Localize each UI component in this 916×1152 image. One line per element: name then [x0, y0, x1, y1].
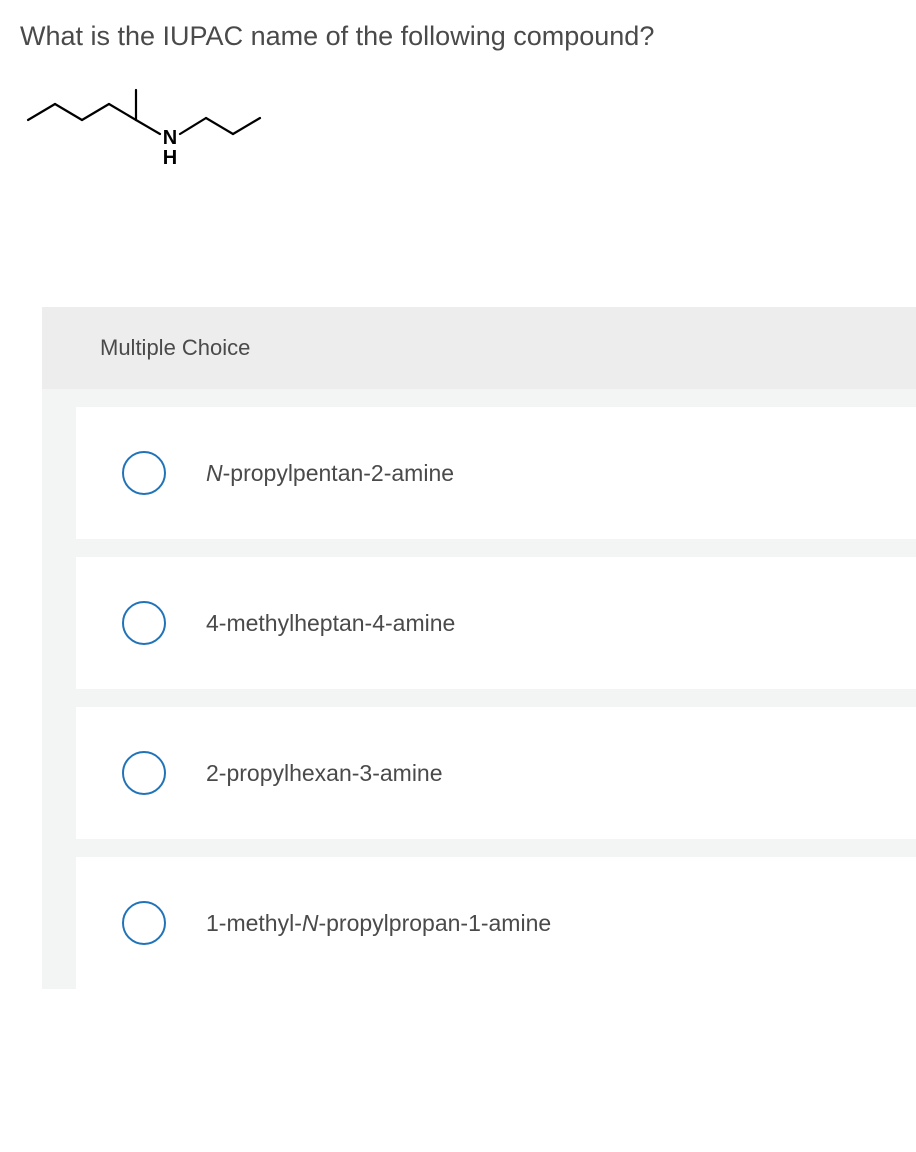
radio-button[interactable] [122, 901, 166, 945]
question-text: What is the IUPAC name of the following … [20, 18, 896, 54]
option-row[interactable]: 1-methyl-N-propylpropan-1-amine [76, 857, 916, 989]
option-row[interactable]: 2-propylhexan-3-amine [76, 707, 916, 839]
option-row[interactable]: N-propylpentan-2-amine [76, 407, 916, 539]
answer-section: Multiple Choice N-propylpentan-2-amine 4… [42, 307, 916, 989]
option-label: 2-propylhexan-3-amine [206, 760, 443, 787]
option-row[interactable]: 4-methylheptan-4-amine [76, 557, 916, 689]
n-atom-label: N [163, 127, 177, 149]
radio-button[interactable] [122, 601, 166, 645]
option-label: 1-methyl-N-propylpropan-1-amine [206, 910, 551, 937]
option-label: N-propylpentan-2-amine [206, 460, 454, 487]
option-label: 4-methylheptan-4-amine [206, 610, 455, 637]
h-atom-label: H [163, 147, 177, 169]
radio-button[interactable] [122, 751, 166, 795]
section-header: Multiple Choice [42, 307, 916, 389]
radio-button[interactable] [122, 451, 166, 495]
chemical-structure: N H [20, 72, 896, 187]
